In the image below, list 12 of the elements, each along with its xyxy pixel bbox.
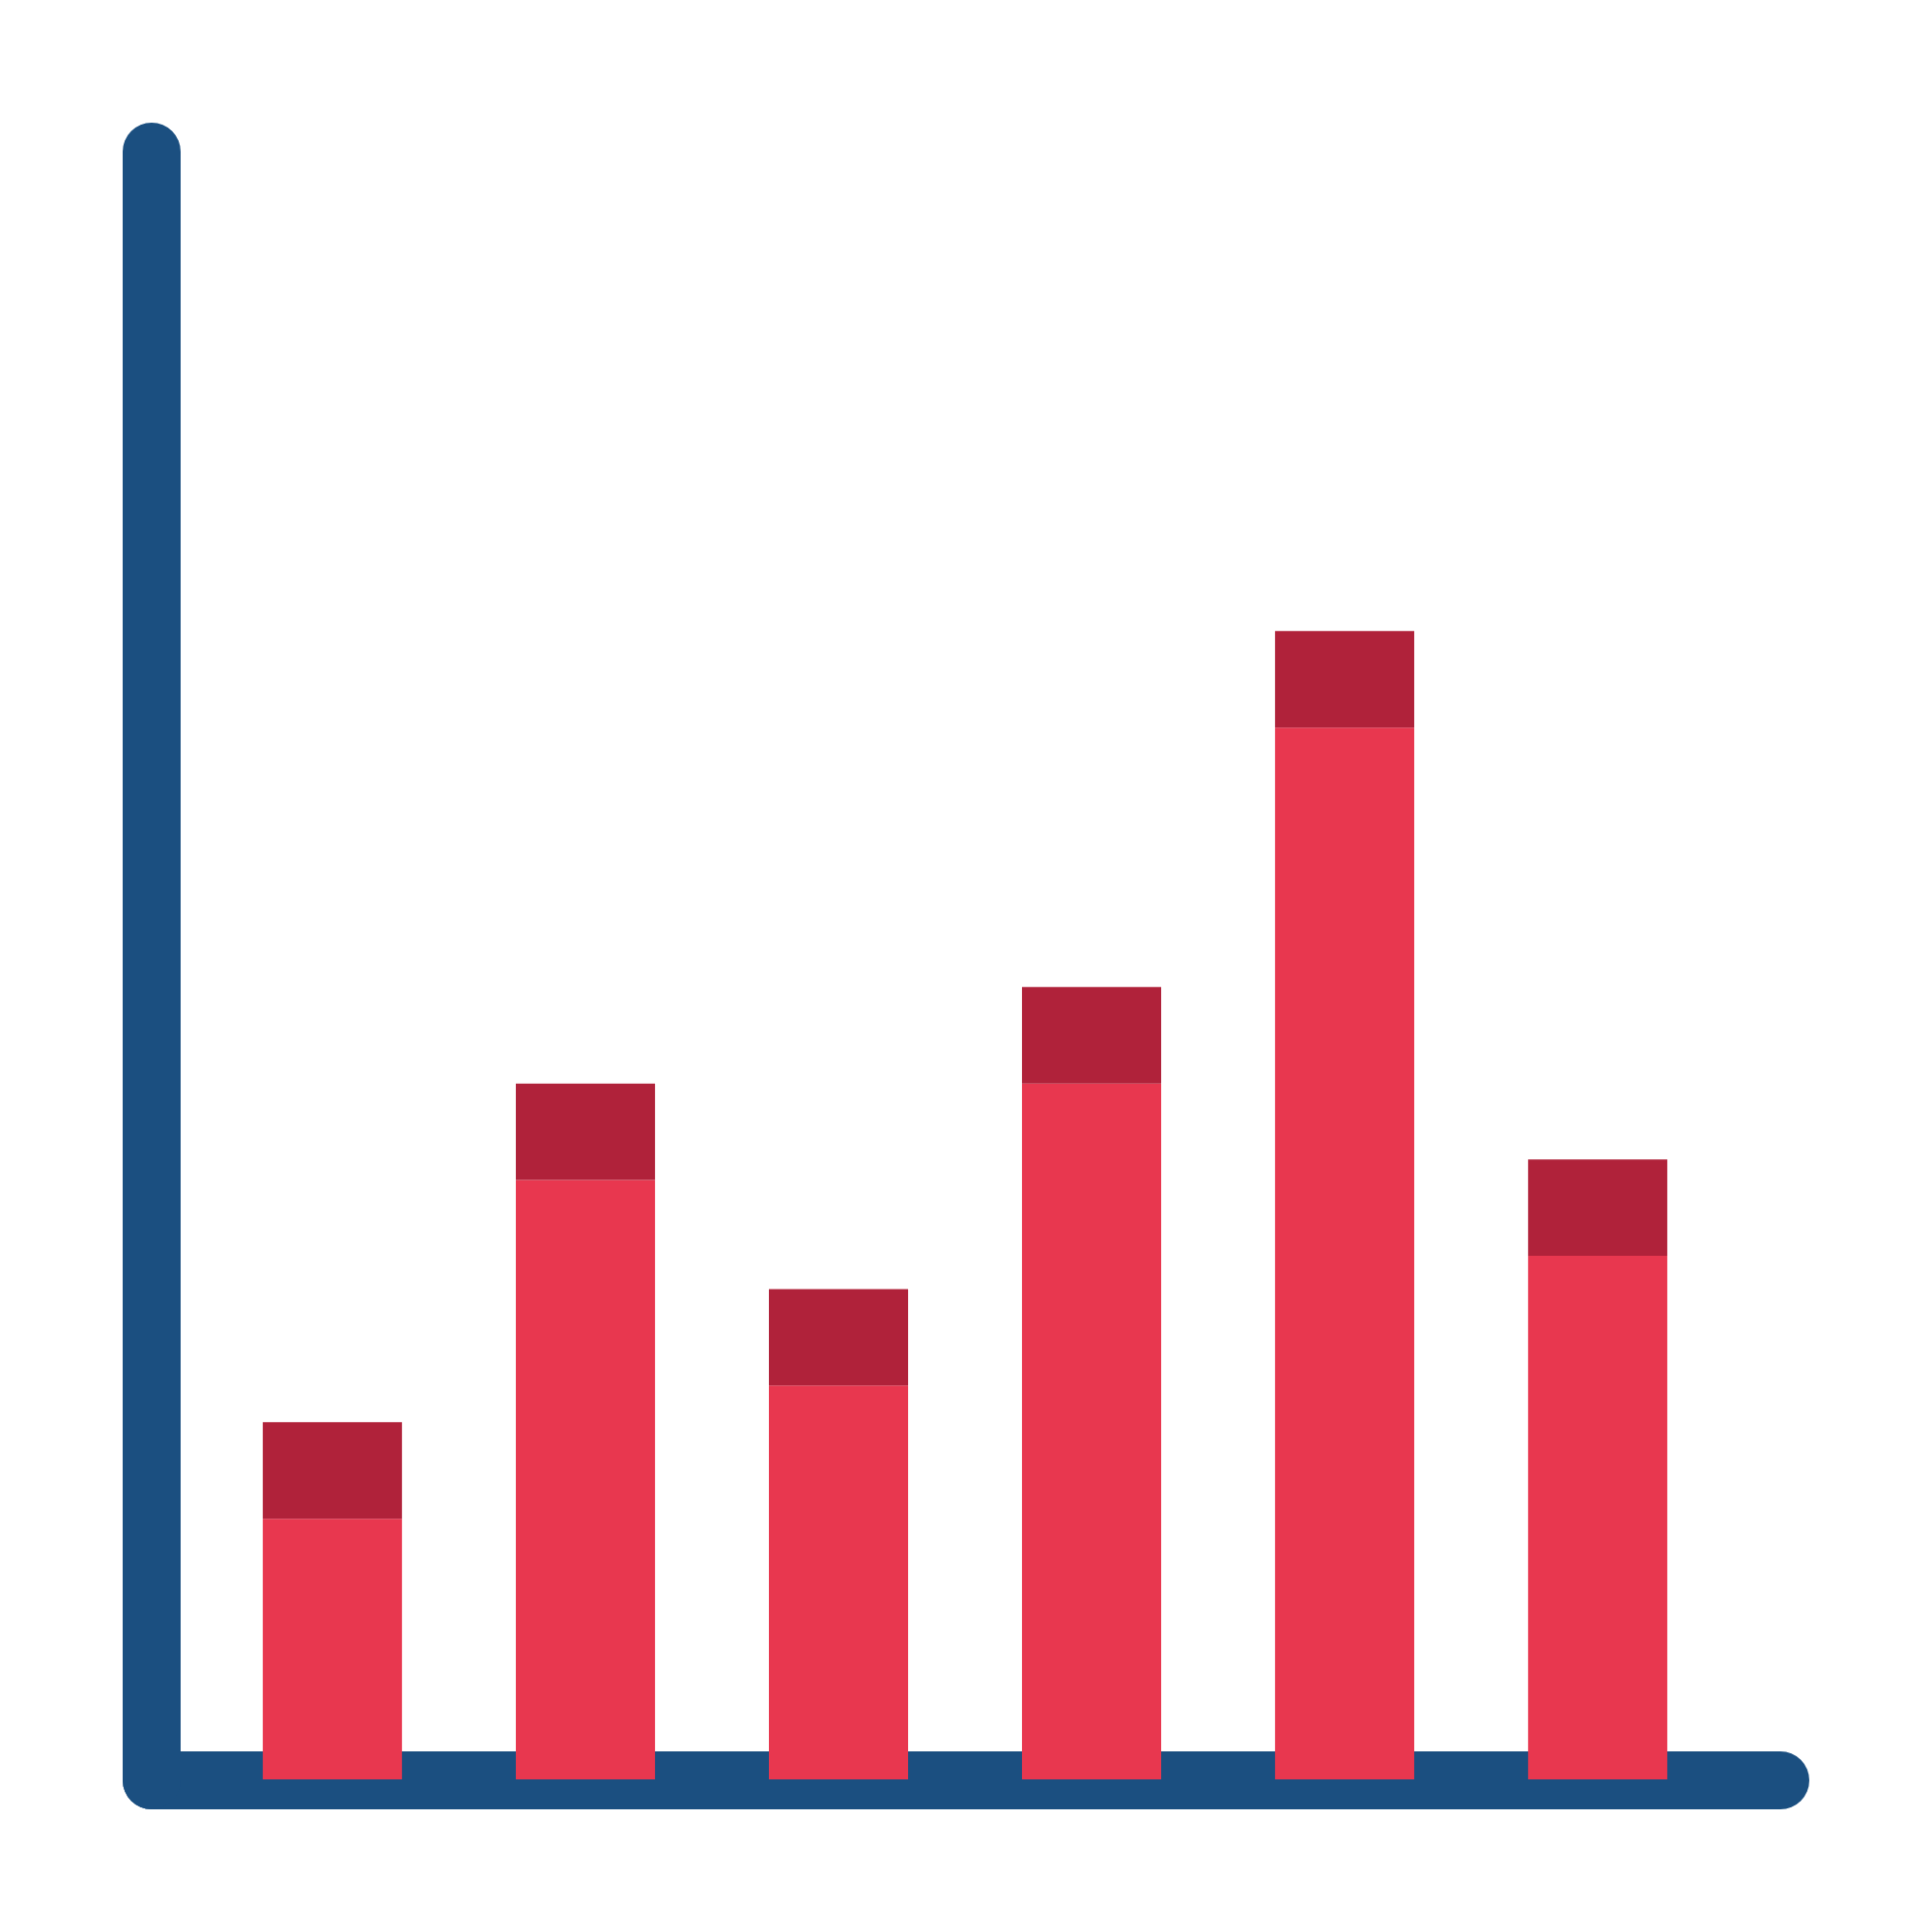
bar bbox=[516, 1083, 656, 1180]
bar bbox=[263, 1422, 403, 1520]
bar bbox=[1021, 986, 1162, 1084]
bar bbox=[516, 1179, 656, 1779]
bar bbox=[1274, 727, 1414, 1779]
bar bbox=[1527, 1255, 1667, 1779]
bar bbox=[1274, 631, 1414, 728]
bar bbox=[1021, 1083, 1162, 1779]
bar bbox=[768, 1385, 909, 1779]
bar bbox=[1527, 1159, 1667, 1256]
bar bbox=[263, 1519, 403, 1779]
bar bbox=[768, 1289, 909, 1386]
